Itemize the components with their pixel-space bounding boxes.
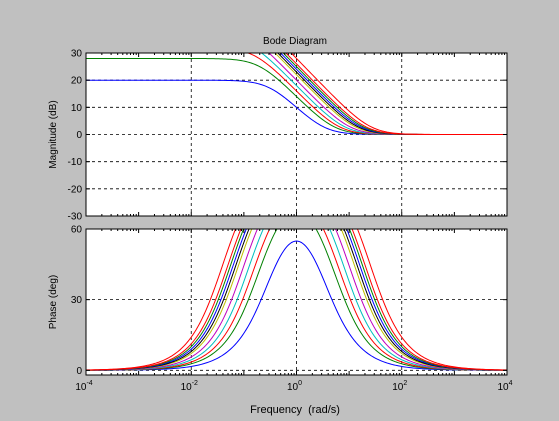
phase-series-line: [86, 229, 507, 371]
magnitude-y-tick-label: 30: [71, 49, 83, 60]
magnitude-y-tick-label: -30: [68, 212, 83, 223]
x-axis-label: Frequency (rad/s): [250, 404, 340, 416]
magnitude-series-group: [86, 53, 507, 135]
magnitude-y-tick-label: -10: [68, 157, 83, 168]
phase-series-line: [86, 229, 507, 371]
phase-panel: 0 30 60 Phase (deg) 10-4 10-2 100 102 104: [48, 225, 513, 394]
phase-series-line: [86, 229, 507, 371]
figure-title: Bode Diagram: [263, 36, 327, 47]
phase-y-tick-label: 60: [71, 225, 83, 236]
phase-x-tick-label: 10-4: [75, 380, 92, 393]
phase-series-group: [86, 229, 507, 371]
phase-x-tick-label: 10-2: [181, 380, 198, 393]
magnitude-y-tick-label: -20: [68, 184, 83, 195]
phase-y-tick-label: 30: [71, 295, 83, 306]
phase-x-tick-label: 102: [392, 380, 407, 393]
magnitude-panel: -30 -20 -10 0 10 20 30 Magnitude (dB): [48, 49, 508, 223]
magnitude-y-axis-label: Magnitude (dB): [48, 100, 59, 168]
phase-series-line: [86, 229, 507, 371]
phase-y-tick-label: 0: [76, 366, 82, 377]
phase-series-line: [86, 229, 507, 371]
phase-y-axis-label: Phase (deg): [48, 275, 59, 329]
phase-x-tick-label: 104: [497, 380, 512, 393]
magnitude-y-tick-label: 0: [76, 130, 82, 141]
magnitude-y-tick-label: 20: [71, 76, 83, 87]
phase-x-tick-label: 100: [287, 380, 302, 393]
magnitude-y-tick-label: 10: [71, 103, 83, 114]
phase-series-line: [86, 240, 507, 371]
magnitude-series-line: [290, 53, 507, 135]
phase-series-line: [86, 229, 507, 371]
